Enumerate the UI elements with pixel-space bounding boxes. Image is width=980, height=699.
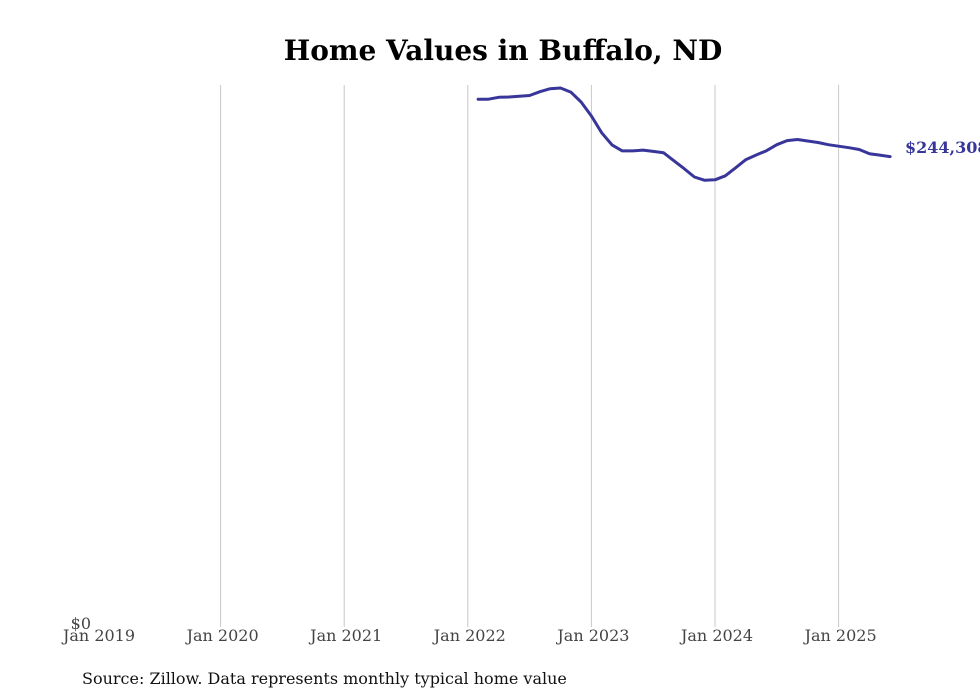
x-tick-label: Jan 2025 (803, 626, 877, 645)
y-tick-label: $0 (71, 614, 91, 633)
x-tick-label: Jan 2021 (308, 626, 382, 645)
x-tick-label: Jan 2022 (432, 626, 506, 645)
x-axis-ticks: Jan 2019 Jan 2020 Jan 2021 Jan 2022 Jan 2023… (61, 626, 877, 645)
series-line (476, 86, 892, 182)
x-tick-label: Jan 2020 (185, 626, 259, 645)
x-tick-label: Jan 2024 (679, 626, 753, 645)
source-note: Source: Zillow. Data represents monthly … (82, 669, 567, 688)
chart-title: Home Values in Buffalo, ND (284, 34, 723, 67)
end-value-label: $244,308 (905, 138, 980, 157)
x-tick-label: Jan 2019 (61, 626, 135, 645)
x-tick-label: Jan 2023 (555, 626, 629, 645)
gridlines (220, 85, 840, 627)
